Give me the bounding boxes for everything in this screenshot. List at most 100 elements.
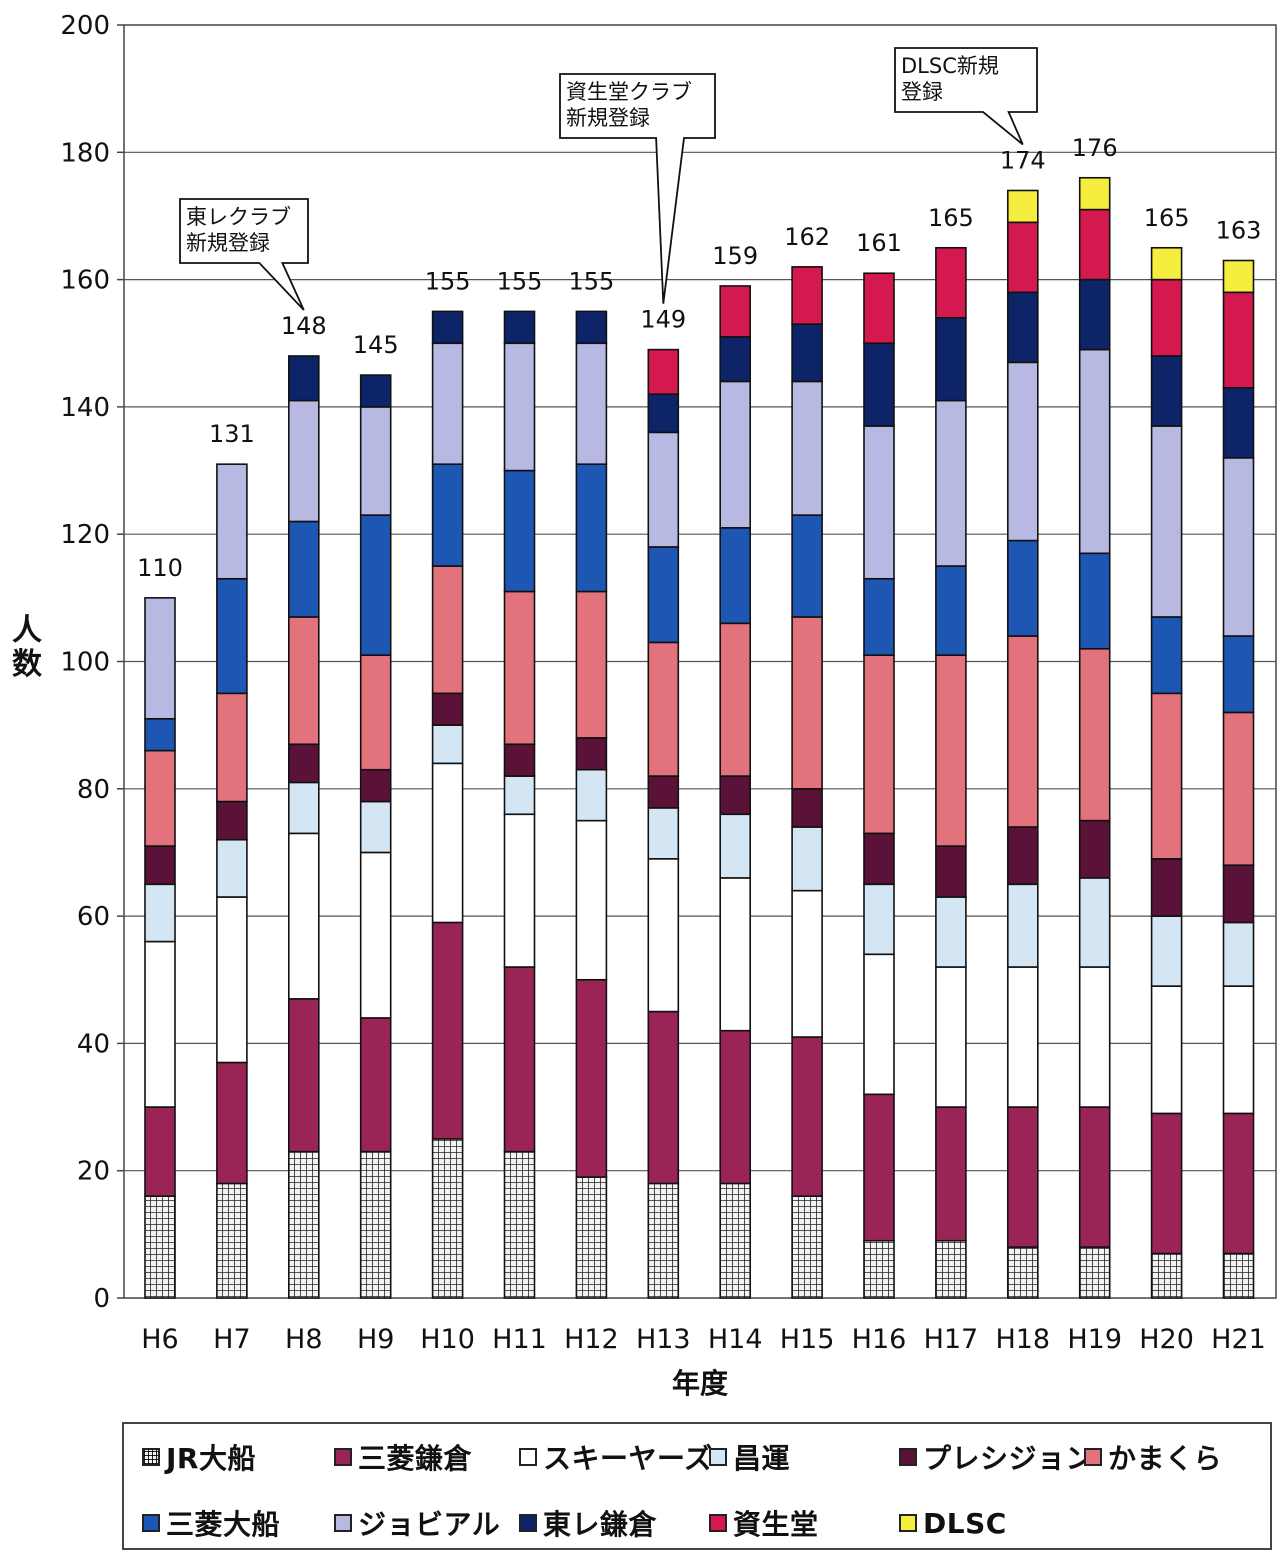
bar-segment-H15-プレシジョン — [791, 787, 823, 828]
total-label-H18: 174 — [1000, 146, 1046, 174]
y-tick-label: 100 — [60, 648, 110, 678]
bar-segment-H11-かまくら — [503, 590, 536, 746]
bar-segment-H21-JR大船 — [1222, 1252, 1255, 1299]
bar-segment-H20-資生堂 — [1150, 278, 1183, 357]
legend-label: 東レ鎌倉 — [543, 1508, 658, 1541]
total-label-H8: 148 — [281, 312, 327, 340]
bar-segment-H6-かまくら — [144, 749, 176, 847]
x-tick-label-H12: H12 — [564, 1324, 619, 1355]
x-tick-label-H17: H17 — [924, 1324, 979, 1355]
bar-segment-H18-三菱大船 — [1006, 539, 1039, 637]
bar-segment-H15-ジョビアル — [791, 380, 823, 516]
y-axis-label: 数 — [12, 647, 43, 682]
y-axis-label: 人 — [12, 613, 42, 648]
bar-segment-H10-三菱鎌倉 — [431, 921, 464, 1140]
bar-segment-H21-かまくら — [1222, 711, 1255, 866]
bar-segment-H21-東レ鎌倉 — [1222, 387, 1255, 459]
bar-segment-H18-昌運 — [1006, 883, 1039, 968]
total-label-H6: 110 — [137, 554, 183, 582]
bar-segment-H6-三菱鎌倉 — [144, 1106, 176, 1197]
annotation-text: DLSC新規 — [901, 54, 999, 78]
bar-segment-H13-ジョビアル — [647, 431, 680, 548]
legend-label: JR大船 — [166, 1442, 256, 1475]
bar-segment-H13-かまくら — [647, 641, 680, 777]
bar-segment-H19-三菱鎌倉 — [1078, 1106, 1111, 1248]
bar-segment-H12-三菱大船 — [575, 463, 608, 593]
bar-segment-H19-プレシジョン — [1078, 819, 1111, 879]
bar-segment-H15-資生堂 — [791, 266, 823, 325]
bar-segment-H18-ジョビアル — [1006, 361, 1039, 542]
bar-segment-H8-昌運 — [287, 781, 320, 835]
bar-segment-H13-三菱鎌倉 — [647, 1010, 680, 1185]
legend-item-三菱大船: 三菱大船 — [142, 1506, 281, 1541]
bar-segment-H10-ジョビアル — [431, 342, 464, 465]
y-tick-label: 0 — [93, 1284, 110, 1314]
bar-segment-H13-三菱大船 — [647, 546, 680, 644]
x-tick-label-H16: H16 — [852, 1324, 907, 1355]
legend-item-東レ鎌倉: 東レ鎌倉 — [519, 1506, 658, 1541]
y-tick-label: 160 — [60, 266, 110, 296]
legend-item-資生堂: 資生堂 — [709, 1506, 819, 1541]
bar-segment-H16-プレシジョン — [863, 832, 895, 886]
bar-segment-H17-東レ鎌倉 — [935, 316, 967, 402]
bar-segment-H18-プレシジョン — [1006, 826, 1039, 886]
bar-segment-H21-ジョビアル — [1222, 457, 1255, 637]
legend-swatch — [709, 1514, 727, 1532]
total-label-H20: 165 — [1144, 204, 1190, 232]
legend-swatch — [142, 1448, 160, 1466]
bar-segment-H6-プレシジョン — [144, 845, 176, 886]
legend-label: 昌運 — [733, 1442, 791, 1475]
annotation-callout — [894, 47, 1038, 146]
bar-segment-H19-スキーヤーズ — [1078, 966, 1111, 1108]
bar-segment-H14-スキーヤーズ — [719, 877, 752, 1032]
bar-segment-H20-東レ鎌倉 — [1150, 355, 1183, 427]
x-axis-label: 年度 — [672, 1367, 728, 1400]
bar-segment-H14-昌運 — [719, 813, 752, 879]
x-tick-label-H8: H8 — [285, 1324, 322, 1355]
bar-segment-H12-昌運 — [575, 768, 608, 822]
legend-item-プレシジョン: プレシジョン — [899, 1440, 1094, 1475]
legend-swatch — [519, 1448, 537, 1466]
legend-label: 三菱鎌倉 — [358, 1442, 473, 1475]
legend-item-DLSC: DLSC — [899, 1506, 1007, 1540]
bar-segment-H16-スキーヤーズ — [863, 953, 895, 1096]
bar-segment-H17-スキーヤーズ — [935, 966, 967, 1108]
legend-label: 三菱大船 — [166, 1508, 281, 1541]
x-tick-label-H10: H10 — [420, 1324, 475, 1355]
total-label-H7: 131 — [209, 420, 255, 448]
bar-segment-H9-スキーヤーズ — [359, 851, 392, 1019]
legend-swatch — [899, 1514, 917, 1532]
annotation-text: 新規登録 — [186, 231, 270, 255]
bar-segment-H6-JR大船 — [144, 1195, 176, 1299]
bar-segment-H15-スキーヤーズ — [791, 889, 823, 1038]
legend-swatch — [142, 1514, 160, 1532]
y-tick-label: 60 — [77, 902, 110, 932]
bar-segment-H13-資生堂 — [647, 348, 680, 395]
bar-segment-H6-三菱大船 — [144, 717, 176, 752]
bar-segment-H15-かまくら — [791, 616, 823, 790]
bar-segment-H13-東レ鎌倉 — [647, 393, 680, 434]
bar-segment-H17-プレシジョン — [935, 845, 967, 898]
legend-label: DLSC — [923, 1506, 1007, 1540]
annotation-text: 新規登録 — [566, 106, 650, 130]
x-tick-label-H9: H9 — [357, 1324, 394, 1355]
total-label-H9: 145 — [353, 331, 399, 359]
bar-segment-H15-JR大船 — [791, 1195, 823, 1299]
bar-segment-H8-ジョビアル — [287, 399, 320, 523]
bar-segment-H18-三菱鎌倉 — [1006, 1106, 1039, 1248]
x-tick-label-H6: H6 — [141, 1324, 178, 1355]
bar-segment-H13-スキーヤーズ — [647, 858, 680, 1013]
bar-segment-H17-三菱大船 — [935, 565, 967, 656]
bar-segment-H6-昌運 — [144, 883, 176, 943]
bar-segment-H21-DLSC — [1222, 259, 1255, 294]
bar-segment-H12-スキーヤーズ — [575, 819, 608, 981]
bar-segment-H10-三菱大船 — [431, 463, 464, 567]
bar-segment-H16-三菱鎌倉 — [863, 1093, 895, 1242]
bar-segment-H8-かまくら — [287, 616, 320, 746]
bar-segment-H19-昌運 — [1078, 877, 1111, 968]
bar-segment-H11-スキーヤーズ — [503, 813, 536, 968]
bar-segment-H20-かまくら — [1150, 692, 1183, 860]
